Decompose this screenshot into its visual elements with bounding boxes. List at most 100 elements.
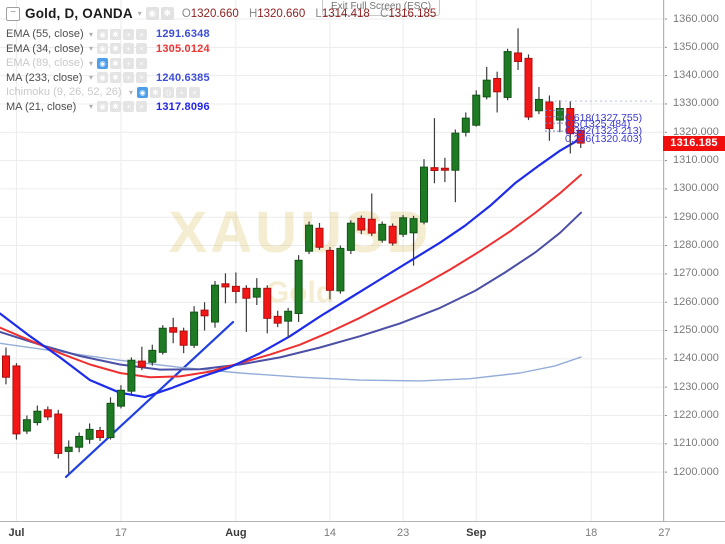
candle-body: [2, 355, 10, 378]
price-axis[interactable]: 1200.000 1210.000 1220.000 1230.000 1240.000…: [663, 0, 725, 521]
candle: [85, 423, 94, 444]
candle-body: [284, 310, 293, 322]
price-axis-label: 1250.000: [673, 324, 719, 337]
price-axis-label: 1240.000: [673, 352, 719, 365]
collapse-legend-icon[interactable]: −: [6, 6, 20, 21]
candle: [231, 272, 240, 304]
candle: [158, 325, 167, 355]
indicator-name[interactable]: MA (21, close): [6, 100, 77, 113]
chevron-down-icon[interactable]: ▾: [137, 9, 142, 18]
eye-icon[interactable]: ◉: [97, 72, 109, 83]
fib-level-label[interactable]: 0.618(1327.755): [565, 111, 643, 124]
candle-body: [190, 311, 199, 346]
candle: [43, 406, 52, 421]
candle: [127, 357, 136, 395]
candle-body: [566, 107, 575, 135]
candle-body: [137, 360, 146, 368]
price-axis-label: 1290.000: [673, 210, 719, 223]
gear-icon[interactable]: ✱: [110, 43, 122, 54]
candle: [33, 405, 42, 426]
plus-icon[interactable]: +: [123, 28, 135, 40]
chevron-down-icon[interactable]: ▾: [89, 29, 94, 39]
symbol-title[interactable]: Gold, D, OANDA: [25, 6, 133, 21]
candle: [252, 278, 261, 306]
candle-body: [357, 217, 366, 231]
gear-icon[interactable]: ✱: [110, 57, 122, 69]
indicator-name[interactable]: EMA (89, close): [6, 57, 84, 69]
chevron-down-icon[interactable]: ▾: [129, 87, 134, 97]
gear-icon[interactable]: ✱: [150, 86, 162, 98]
candle: [399, 214, 408, 238]
indicator-name[interactable]: Ichimoku (9, 26, 52, 26): [6, 86, 122, 98]
close-icon[interactable]: ×: [136, 72, 148, 83]
candle: [190, 306, 199, 349]
indicator-name[interactable]: EMA (55, close): [6, 28, 84, 40]
chevron-down-icon[interactable]: ▾: [89, 44, 94, 53]
fib-level-label[interactable]: 0.382(1323.213): [565, 124, 643, 137]
candle-body: [493, 77, 502, 93]
candle: [106, 397, 115, 440]
close-icon[interactable]: ×: [136, 43, 148, 54]
candle: [211, 280, 219, 328]
price-axis-label: 1360.000: [673, 12, 719, 25]
fib-level-label[interactable]: 0.5(1325.484): [565, 118, 631, 131]
low-value: 1314.418: [321, 7, 370, 20]
eye-icon[interactable]: ◉: [145, 7, 159, 20]
candle: [367, 193, 376, 236]
eye-icon[interactable]: ◉: [97, 57, 109, 69]
gear-icon[interactable]: ✱: [160, 7, 174, 20]
candle-body: [420, 166, 428, 223]
candle-body: [252, 287, 261, 298]
candle: [576, 129, 585, 149]
trend-line[interactable]: [64, 320, 235, 479]
candle-body: [325, 249, 334, 291]
candle: [524, 54, 533, 121]
fib-retracement[interactable]: [545, 100, 655, 132]
plus-icon[interactable]: +: [123, 72, 135, 83]
chevron-down-icon[interactable]: ▾: [89, 73, 94, 82]
close-icon[interactable]: ×: [136, 57, 148, 69]
exit-fullscreen-button[interactable]: Exit Full Screen (ESC): [322, 0, 441, 16]
eye-icon[interactable]: ◉: [97, 101, 109, 112]
plus-icon[interactable]: +: [123, 43, 135, 54]
indicator-row-ema55: EMA (55, close) ▾ ◉ ✱ + × 1291.6348: [6, 27, 210, 41]
indicator-value: 1240.6385: [156, 71, 210, 84]
candle: [284, 307, 293, 338]
fib-level-label[interactable]: 0.236(1320.403): [565, 132, 643, 145]
price-axis-label: 1330.000: [673, 97, 719, 110]
gear-icon[interactable]: ✱: [110, 101, 122, 112]
braces-icon[interactable]: (): [163, 86, 175, 98]
gear-icon[interactable]: ✱: [110, 28, 122, 40]
candle-body: [388, 225, 397, 244]
eye-icon[interactable]: ◉: [97, 28, 109, 40]
close-icon[interactable]: ×: [136, 28, 148, 40]
gear-icon[interactable]: ✱: [110, 72, 122, 83]
candle: [273, 310, 282, 328]
close-icon[interactable]: ×: [189, 86, 201, 98]
eye-icon[interactable]: ◉: [137, 86, 149, 98]
plus-icon[interactable]: +: [123, 57, 135, 69]
plus-icon[interactable]: +: [176, 86, 188, 98]
candles-series: [2, 28, 585, 474]
price-axis-label: 1300.000: [673, 182, 719, 195]
price-axis-label: 1210.000: [673, 437, 719, 450]
chevron-down-icon[interactable]: ▾: [89, 58, 94, 68]
ma-233-line: [0, 342, 582, 382]
candle: [440, 157, 449, 183]
ema-34-line: [0, 173, 582, 379]
candle: [315, 222, 324, 250]
indicator-name[interactable]: EMA (34, close): [6, 42, 84, 55]
price-axis-label: 1310.000: [673, 154, 719, 167]
ema-55-line: [0, 211, 582, 371]
candle-body: [514, 52, 523, 62]
time-axis-label: 18: [585, 527, 598, 539]
indicator-name[interactable]: MA (233, close): [6, 71, 83, 84]
chevron-down-icon[interactable]: ▾: [89, 102, 94, 111]
eye-icon[interactable]: ◉: [97, 43, 109, 54]
close-icon[interactable]: ×: [136, 101, 148, 112]
candle-body: [200, 309, 209, 317]
candle: [545, 95, 554, 141]
plus-icon[interactable]: +: [123, 101, 135, 112]
time-axis[interactable]: Jul 17 Aug 14 23 Sep 18 27: [0, 521, 725, 544]
